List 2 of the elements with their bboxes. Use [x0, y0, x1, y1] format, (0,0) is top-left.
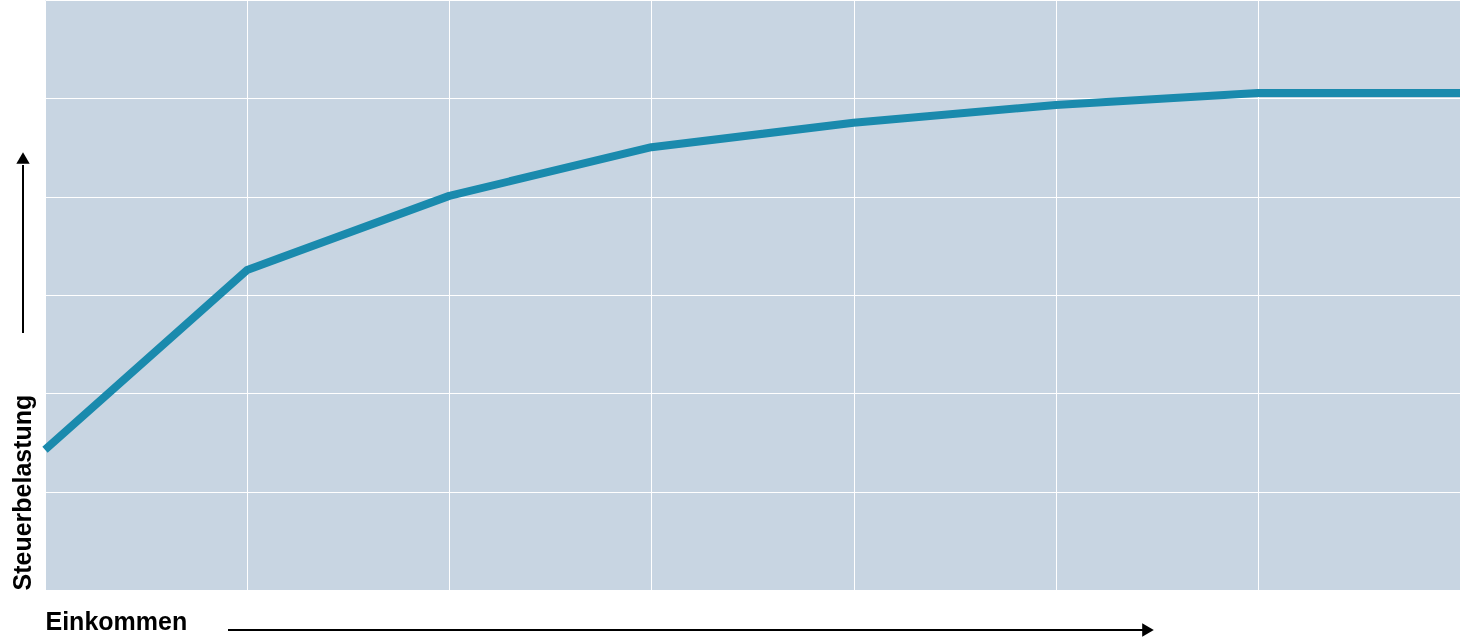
x-axis-title: Einkommen — [45, 606, 188, 635]
y-axis-title: Steuerbelastung — [7, 394, 36, 591]
